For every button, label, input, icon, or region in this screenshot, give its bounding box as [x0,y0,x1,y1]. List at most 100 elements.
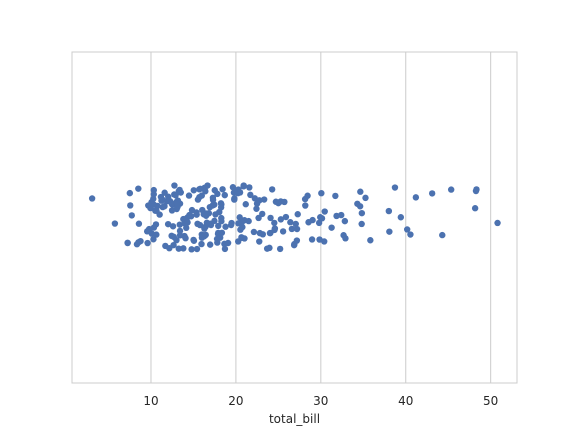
point [202,188,209,195]
point [183,224,190,232]
point [276,245,284,253]
point [266,244,273,252]
point [182,234,189,242]
point [246,184,253,191]
point [294,211,301,218]
point [185,192,193,199]
point [236,189,244,196]
point [386,228,393,235]
x-axis-label: total_bill [269,412,320,426]
point [256,238,263,245]
point [253,200,261,207]
x-tick-label: 30 [313,394,328,408]
point [287,219,294,226]
point [267,214,274,222]
point [341,217,349,225]
point [447,186,455,193]
point [308,236,316,243]
point [176,200,184,207]
point [153,207,160,214]
point [202,210,210,217]
point [135,185,142,192]
point [268,186,276,193]
point [148,198,155,206]
point [194,220,201,228]
point [161,202,168,210]
point [203,219,211,226]
point [180,245,187,252]
point [168,232,175,240]
point [176,221,183,228]
point [219,186,226,193]
point [293,237,301,244]
point [175,245,182,252]
point [290,241,298,249]
point [163,197,171,205]
point [473,186,480,193]
point [412,194,420,201]
point [173,236,180,244]
point [221,245,229,253]
point [216,234,224,241]
point [133,241,141,248]
point [332,192,339,200]
point [231,196,238,203]
point [247,191,254,199]
point [397,214,405,221]
point [293,225,301,233]
point [271,226,278,234]
point [157,193,165,201]
point [201,233,208,240]
point [190,187,197,194]
point [198,192,205,199]
point [126,189,134,197]
point [242,201,249,208]
point [250,228,258,236]
point [150,224,158,231]
point [190,236,197,244]
point [211,217,218,225]
point [144,239,151,247]
point [237,226,244,233]
point [214,190,221,198]
point [227,221,235,229]
point [471,205,479,212]
point [275,199,282,207]
x-tick-label: 20 [228,394,243,408]
point [241,235,248,242]
point [367,237,374,244]
point [161,189,168,196]
point [245,217,252,225]
point [321,208,328,215]
point [428,190,436,197]
point [362,194,369,202]
point [309,216,316,224]
point [164,220,172,228]
point [385,207,393,215]
point [150,236,157,243]
point [407,231,414,238]
point [234,238,242,245]
point [282,213,290,221]
x-tick-label: 50 [483,394,498,408]
point [193,245,201,253]
point [186,211,193,219]
point [215,222,222,230]
point [193,209,200,216]
point [316,236,323,243]
point [439,231,446,239]
point [301,195,309,203]
point [209,196,217,204]
point [255,214,262,222]
point [240,183,247,190]
point [217,204,225,211]
point [168,207,176,214]
x-tick-label: 10 [143,394,158,408]
point [194,196,202,203]
point [169,223,177,230]
point [277,216,285,223]
point [281,198,288,206]
point [198,240,205,248]
